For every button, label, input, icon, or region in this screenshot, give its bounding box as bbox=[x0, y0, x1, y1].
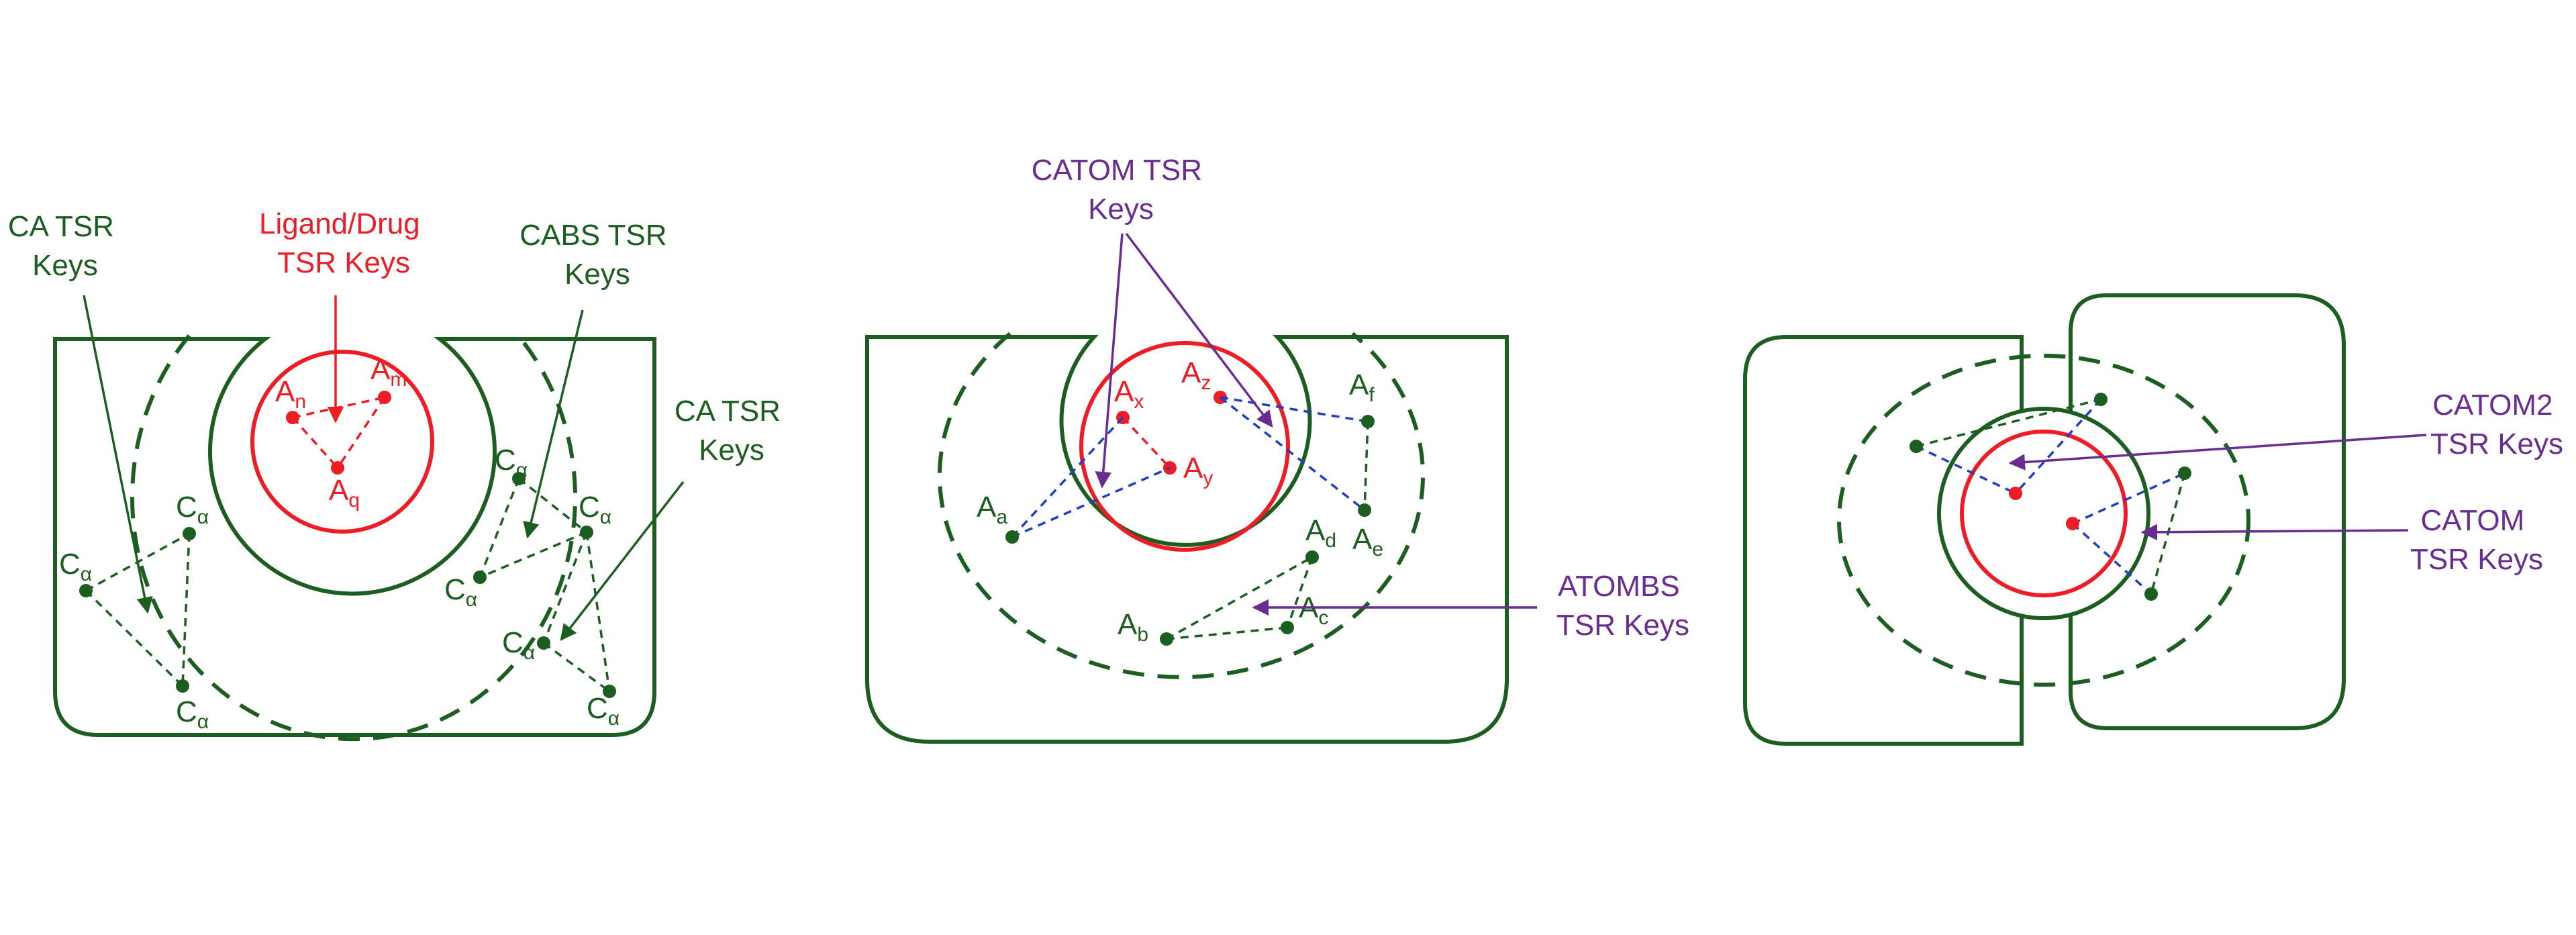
panel-3: CATOM2 TSR Keys CATOM TSR Keys bbox=[1743, 293, 2563, 746]
panel-1: An Am Aq Cα Cα Cα Cα Cα Cα Cα bbox=[8, 207, 789, 742]
arrow bbox=[83, 295, 153, 614]
ca-label: Cα bbox=[59, 548, 92, 585]
catom2-edges bbox=[1916, 398, 2186, 595]
ligand-atom-label: Ax bbox=[1114, 375, 1144, 413]
atom-label: Ae bbox=[1352, 523, 1383, 560]
ca-dot bbox=[603, 685, 616, 698]
catom-tsr-keys-label: CATOM TSR Keys bbox=[1032, 154, 1210, 226]
ligand-circle bbox=[1079, 341, 1290, 552]
catom-edges bbox=[1916, 398, 2185, 595]
arrow bbox=[523, 309, 584, 539]
ligand-atom-label: Ay bbox=[1183, 452, 1213, 489]
ligand-bond bbox=[1122, 416, 1171, 469]
catom2-tsr-keys-label: CATOM2 TSR Keys bbox=[2430, 389, 2563, 460]
ligand-atom-dot bbox=[331, 461, 344, 475]
binding-site-region bbox=[1837, 354, 2250, 687]
atom-dot bbox=[1358, 503, 1371, 517]
atom-dot bbox=[2094, 393, 2108, 406]
ca-label: Cα bbox=[176, 491, 209, 528]
ca-dot bbox=[537, 636, 550, 650]
atom-dot bbox=[1281, 621, 1294, 634]
arrow bbox=[560, 481, 685, 641]
ligand-atom-label: Am bbox=[370, 353, 407, 391]
pocket-circle bbox=[1937, 407, 2150, 620]
ligand-atom-dot bbox=[378, 391, 391, 404]
panel-2: Ax Az Ay Aa Af Ad Ae Ab Ac bbox=[865, 154, 1689, 744]
binding-site-region bbox=[130, 334, 577, 742]
ca-dot bbox=[512, 472, 526, 485]
ligand-atom-dot bbox=[286, 411, 299, 424]
ca-dot bbox=[473, 571, 487, 584]
atom-dot bbox=[2178, 466, 2191, 480]
ca-label: Cα bbox=[444, 573, 477, 611]
atom-dot bbox=[1910, 440, 1923, 453]
catom-tsr-keys-label: CATOM TSR Keys bbox=[2410, 504, 2543, 576]
binding-site-region bbox=[938, 332, 1425, 679]
atom-dot bbox=[1305, 550, 1319, 564]
atombs-tsr-keys-label: ATOMBS TSR Keys bbox=[1556, 570, 1689, 642]
ca-label: Cα bbox=[495, 444, 528, 481]
protein-outline bbox=[865, 335, 1509, 744]
atom-label: Af bbox=[1349, 368, 1375, 406]
ligand-circle bbox=[1960, 430, 2128, 597]
ca-tsr-keys-label-left: CA TSR Keys bbox=[8, 210, 122, 282]
atom-label: Aa bbox=[977, 491, 1007, 528]
ligand-atom-label: An bbox=[275, 375, 306, 413]
ligand-atom-dot bbox=[2009, 487, 2022, 500]
cabs-triangle bbox=[479, 477, 611, 693]
ca-label: Cα bbox=[502, 626, 535, 664]
ca-dot bbox=[580, 526, 593, 539]
ca-dot bbox=[176, 679, 189, 693]
atom-dot bbox=[2144, 587, 2158, 601]
atom-label: Ac bbox=[1299, 591, 1328, 629]
ligand-atom-dot bbox=[2066, 517, 2079, 530]
ca-label: Cα bbox=[176, 695, 209, 733]
catom-edges bbox=[1011, 396, 1369, 538]
ligand-atom-label: Az bbox=[1181, 356, 1211, 394]
ca-tsr-keys-label-right: CA TSR Keys bbox=[675, 395, 789, 466]
atombs-edges bbox=[1166, 421, 1369, 640]
protein-outline-right bbox=[2069, 293, 2346, 730]
protein-outline-left bbox=[1743, 335, 2024, 746]
atom-dot bbox=[1361, 415, 1375, 428]
ca-label: Cα bbox=[587, 692, 620, 730]
arrow bbox=[2140, 524, 2409, 541]
atom-dot bbox=[1005, 530, 1019, 544]
cabs-tsr-keys-label: CABS TSR Keys bbox=[519, 219, 675, 291]
atom-dot bbox=[1160, 632, 1173, 646]
ca-dot bbox=[79, 584, 93, 597]
atom-label: Ab bbox=[1118, 608, 1148, 646]
ligand-atom-label: Aq bbox=[329, 474, 360, 511]
protein-outline bbox=[53, 337, 656, 737]
arrow bbox=[1125, 232, 1273, 428]
ligand-triangle bbox=[291, 396, 386, 469]
arrow bbox=[2008, 434, 2427, 471]
ligand-circle bbox=[250, 350, 434, 534]
ca-label: Cα bbox=[579, 491, 611, 528]
ca-dot bbox=[183, 527, 196, 540]
arrow bbox=[1095, 233, 1124, 489]
ligand-drug-tsr-keys-label: Ligand/Drug TSR Keys bbox=[259, 207, 428, 279]
atom-label: Ad bbox=[1305, 514, 1336, 552]
